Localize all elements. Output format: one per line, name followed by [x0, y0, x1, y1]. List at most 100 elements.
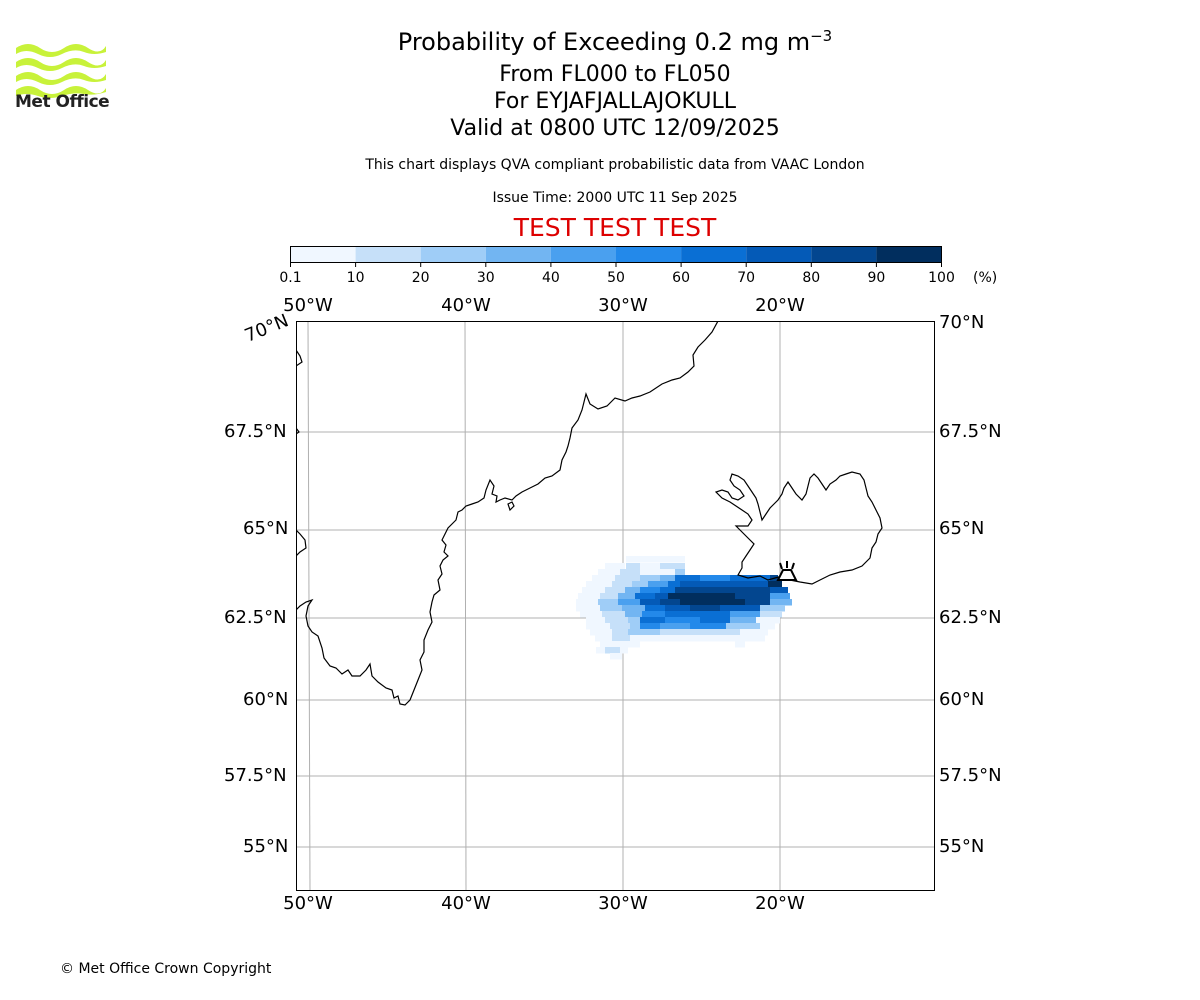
colorbar-tick-label: 80: [802, 270, 821, 286]
plume-cell: [675, 575, 700, 582]
lat-label-left: 62.5°N: [224, 607, 287, 628]
plume-cell: [768, 581, 782, 588]
plume-cell: [580, 611, 602, 618]
colorbar-segment: [420, 246, 486, 263]
plume-cell: [635, 593, 655, 600]
plume-cell: [612, 581, 632, 588]
greenland-coastline: [296, 321, 719, 706]
plume-cell: [770, 593, 790, 600]
colorbar-tick-label: 100: [928, 270, 955, 286]
plume-cell: [745, 635, 765, 642]
test-banner: TEST TEST TEST: [513, 213, 717, 242]
plume-cell: [610, 653, 622, 660]
plume-cell: [576, 599, 598, 606]
plume-cell: [626, 556, 685, 563]
lat-label-left: 57.5°N: [224, 765, 287, 786]
plume-cell: [632, 581, 648, 588]
plume-cell: [660, 629, 690, 636]
plume-cell: [690, 611, 730, 618]
plume-cell: [605, 563, 625, 570]
plume-cell: [618, 593, 635, 600]
plume-cell: [598, 569, 620, 576]
colorbar-tick-label: 60: [672, 270, 691, 286]
colorbar-tick-label: 90: [867, 270, 886, 286]
valid-time: Valid at 0800 UTC 12/09/2025: [450, 116, 780, 141]
plume-cell: [680, 581, 700, 588]
colorbar-unit: (%): [973, 270, 998, 286]
plume-cell: [720, 605, 760, 612]
plume-cell: [745, 587, 770, 594]
plume-cell: [640, 563, 660, 570]
plume-cell: [610, 623, 630, 630]
plume-cell: [586, 623, 610, 630]
colorbar-tick-label: 40: [541, 270, 560, 286]
plume-cell: [770, 587, 788, 594]
lon-label-bottom: 50°W: [283, 893, 333, 914]
iceland-coastline: [714, 471, 883, 585]
plume-cell: [590, 629, 612, 636]
plume-cell: [586, 617, 605, 624]
plume-cell: [625, 641, 640, 648]
plume-cell: [660, 623, 690, 630]
colorbar: [290, 246, 942, 267]
colorbar-segment: [681, 246, 747, 263]
plume-cell: [600, 641, 625, 648]
plume-cell: [628, 629, 660, 636]
plume-cell: [655, 593, 668, 600]
plume-cell: [770, 599, 792, 606]
plume-cell: [592, 575, 615, 582]
plume-cell: [600, 593, 618, 600]
lat-label-left: 55°N: [243, 836, 289, 857]
plume-cell: [726, 623, 760, 630]
plume-cell: [596, 647, 605, 654]
plume-cell: [605, 587, 625, 594]
plume-cell: [630, 635, 650, 642]
plume-cell: [730, 617, 756, 624]
plume-cell: [648, 581, 668, 588]
colorbar-tick-label: 70: [737, 270, 756, 286]
lon-label-top: 50°W: [283, 295, 333, 316]
plume-cell: [690, 605, 720, 612]
lat-label-left: 65°N: [243, 518, 289, 539]
plume-cell: [602, 611, 625, 618]
plume-cell: [710, 599, 745, 606]
plume-cell: [700, 581, 740, 588]
plume-cell: [582, 587, 605, 594]
plume-cell: [760, 605, 785, 612]
plume-cell: [660, 587, 675, 594]
plume-cell: [620, 569, 640, 576]
flight-level-range: From FL000 to FL050: [499, 62, 731, 87]
plume-cell: [668, 581, 680, 588]
plume-cell: [735, 641, 745, 648]
plume-cell: [640, 599, 660, 606]
plume-cell: [700, 617, 730, 624]
plume-cell: [622, 605, 645, 612]
colorbar-tick-label: 20: [411, 270, 430, 286]
plume-cell: [640, 569, 675, 576]
plume-cell: [665, 611, 690, 618]
plume-cell: [600, 605, 622, 612]
plume-cell: [605, 617, 628, 624]
plume-cell: [598, 599, 618, 606]
copyright-notice: © Met Office Crown Copyright: [60, 961, 272, 977]
lon-label-bottom: 20°W: [755, 893, 805, 914]
plume-cell: [595, 635, 612, 642]
plume-cell: [756, 617, 780, 624]
colorbar-segment: [616, 246, 682, 263]
plume-cell: [625, 611, 642, 618]
plume-cell: [586, 581, 612, 588]
met-office-logo-icon: [16, 44, 106, 98]
lon-label-top: 30°W: [598, 295, 648, 316]
plume-cell: [730, 611, 760, 618]
lon-label-bottom: 30°W: [598, 893, 648, 914]
plume-cell: [642, 611, 665, 618]
colorbar-tick-label: 50: [607, 270, 625, 286]
plume-cell: [640, 575, 660, 582]
colorbar-segment: [550, 246, 616, 263]
colorbar-tick-label: 0.1: [279, 270, 302, 286]
plume-cell: [740, 581, 768, 588]
plume-cell: [690, 593, 735, 600]
plume-cell: [650, 635, 700, 642]
plume-cell: [576, 605, 600, 612]
map-panel: [296, 321, 935, 891]
